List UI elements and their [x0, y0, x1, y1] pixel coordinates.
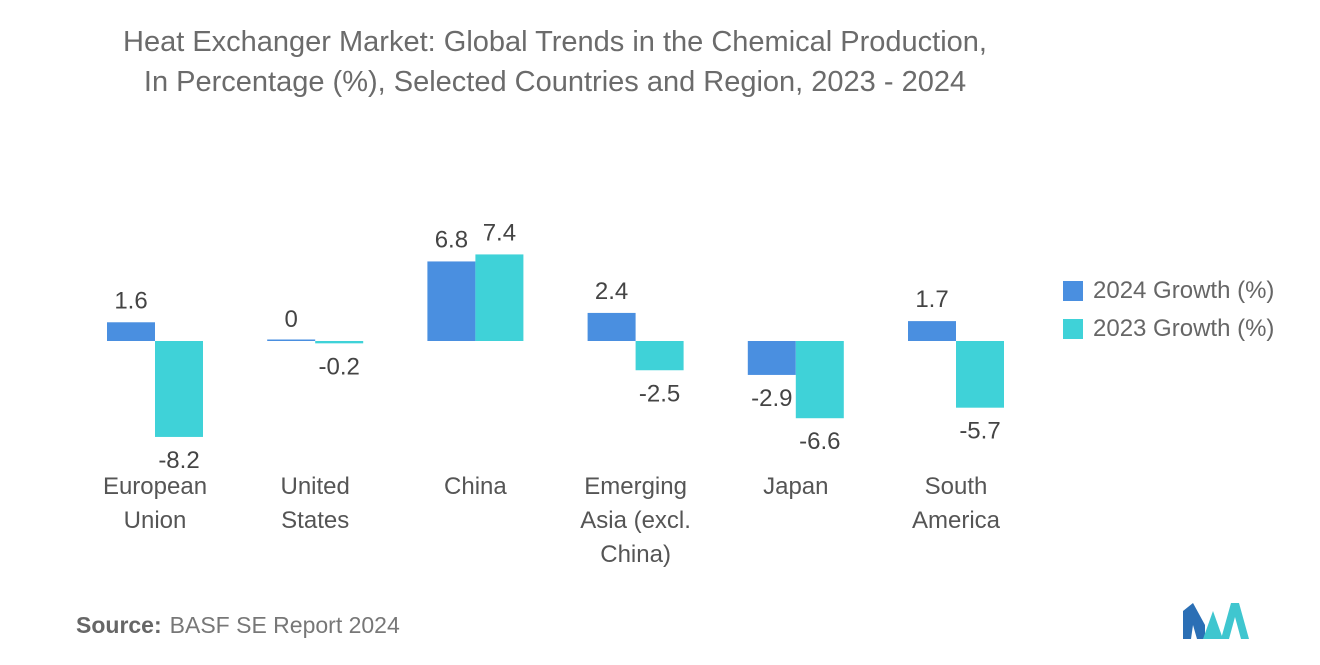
category-label-china: China: [444, 473, 507, 500]
bar-2023-european-union: [155, 341, 203, 437]
value-label-2024-united-states: 0: [285, 306, 298, 333]
value-label-2024-south-america: 1.7: [915, 286, 948, 313]
bar-2024-european-union: [107, 322, 155, 341]
bar-2024-united-states: [267, 339, 316, 341]
value-label-2023-united-states: -0.2: [319, 353, 360, 380]
chart-title: Heat Exchanger Market: Global Trends in …: [0, 22, 1110, 102]
bar-2023-south-america: [956, 341, 1004, 408]
value-label-2024-emerging-asia: 2.4: [595, 278, 628, 305]
source-note: Source: BASF SE Report 2024: [76, 612, 400, 639]
value-label-2024-china: 6.8: [435, 226, 468, 253]
category-label-european-union: European Union: [103, 473, 207, 534]
bar-2024-emerging-asia: [587, 312, 636, 341]
category-label-south-america: South America: [912, 473, 1001, 534]
mordor-logo-icon: [1183, 603, 1249, 639]
category-label-united-states: United States: [281, 473, 350, 534]
value-label-2023-south-america: -5.7: [959, 418, 1000, 445]
chart-title-line-2: In Percentage (%), Selected Countries an…: [143, 66, 967, 98]
bar-2024-china: [427, 261, 476, 341]
category-label-emerging-asia: Emerging Asia (excl. China): [580, 473, 691, 568]
value-label-2024-european-union: 1.6: [114, 287, 147, 314]
bar-2024-japan: [747, 341, 796, 375]
legend: 2024 Growth (%) 2023 Growth (%): [1063, 272, 1274, 348]
legend-item-2023[interactable]: 2023 Growth (%): [1063, 310, 1274, 348]
legend-swatch-2023: [1063, 319, 1083, 339]
source-label: Source:: [76, 612, 162, 638]
bar-2023-china: [475, 254, 524, 341]
value-label-2023-european-union: -8.2: [158, 447, 199, 474]
category-label-japan: Japan: [763, 473, 828, 500]
legend-item-2024[interactable]: 2024 Growth (%): [1063, 272, 1274, 310]
bar-2023-japan: [795, 341, 844, 419]
bar-2023-emerging-asia: [635, 341, 684, 371]
legend-label-2023: 2023 Growth (%): [1093, 315, 1275, 342]
value-label-2023-china: 7.4: [483, 219, 516, 246]
chart-title-line-1: Heat Exchanger Market: Global Trends in …: [123, 26, 987, 58]
legend-label-2024: 2024 Growth (%): [1093, 277, 1275, 304]
bar-2023-united-states: [315, 341, 364, 344]
value-label-2023-japan: -6.6: [799, 428, 840, 455]
value-label-2024-japan: -2.9: [751, 385, 792, 412]
legend-swatch-2024: [1063, 281, 1083, 301]
value-label-2023-emerging-asia: -2.5: [639, 380, 680, 407]
bar-2024-south-america: [908, 321, 956, 341]
source-text: BASF SE Report 2024: [169, 612, 400, 638]
